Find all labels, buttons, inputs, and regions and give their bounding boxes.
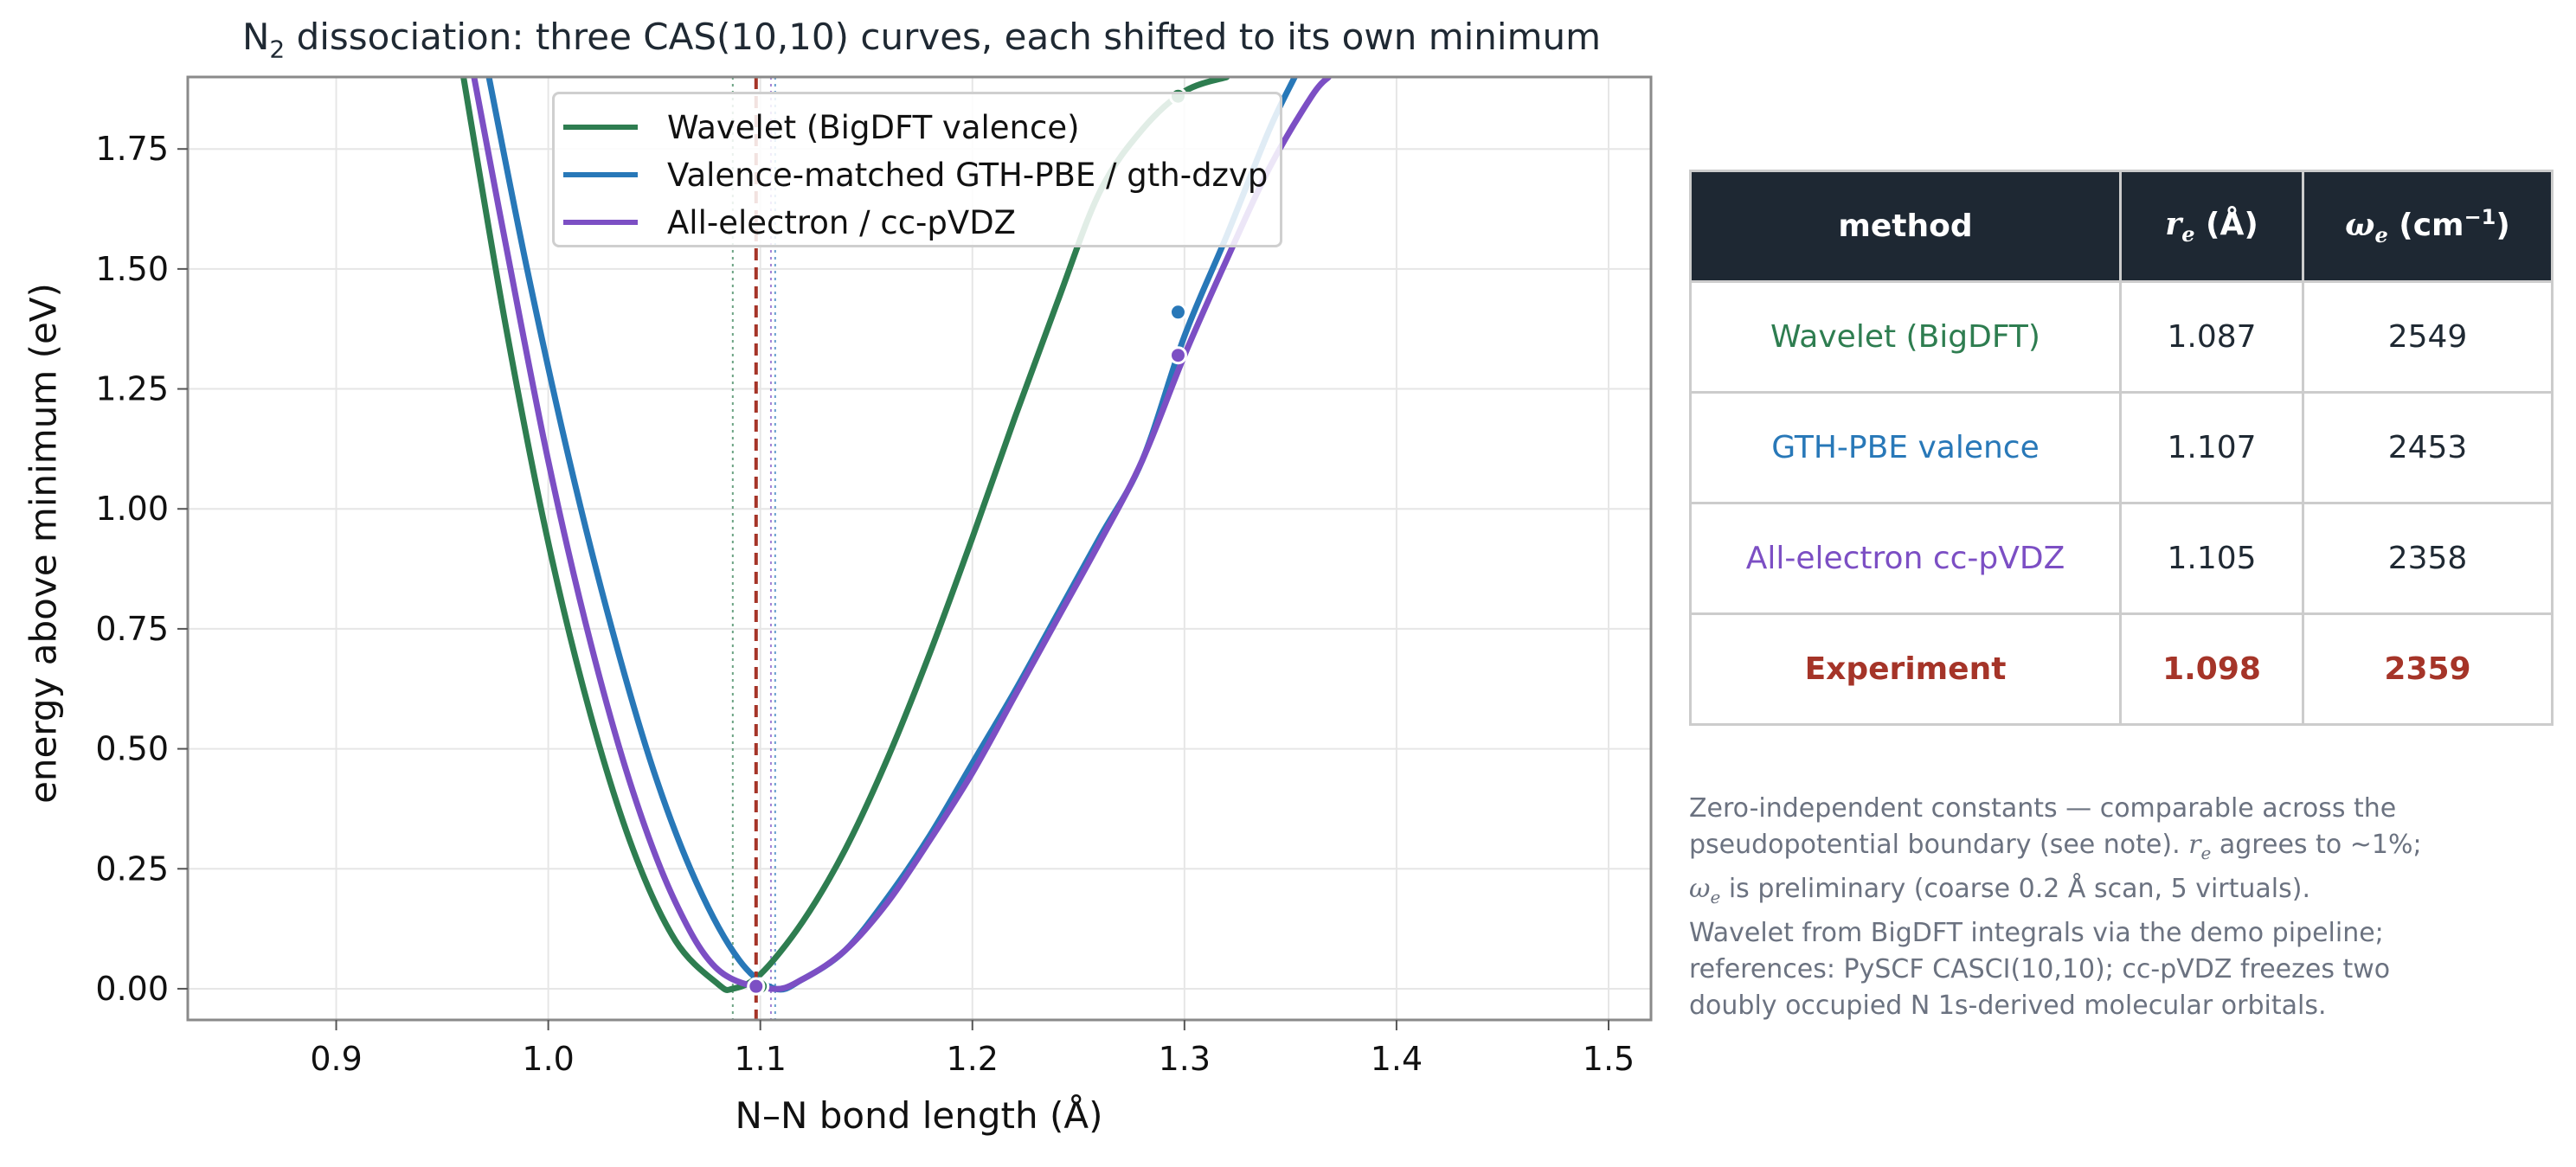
y-tick-label: 0.00 [95, 970, 169, 1008]
y-tick-label: 0.50 [95, 730, 169, 768]
x-tick-label: 1.0 [522, 1040, 574, 1078]
re-cell: 1.098 [2119, 612, 2304, 726]
x-tick-label: 1.1 [734, 1040, 786, 1078]
ticks: 0.9 1.0 1.1 1.2 1.3 1.4 1.5 0.00 0.25 0.50 0.75 1.0… [95, 130, 1635, 1078]
footnote-line: Wavelet from BigDFT integrals via the de… [1689, 918, 2384, 948]
y-axis-label: energy above minimum (eV) [22, 283, 65, 804]
method-cell: All-electron cc-pVDZ [1689, 502, 2122, 615]
method-cell: Experiment [1689, 612, 2122, 726]
legend-swatch-wavelet [563, 125, 638, 130]
y-tick-label: 0.25 [95, 850, 169, 888]
footnote-line: ωe is preliminary (coarse 0.2 Å scan, 5 … [1689, 874, 2310, 907]
x-tick-label: 1.2 [947, 1040, 999, 1078]
x-axis-label: N–N bond length (Å) [735, 1094, 1103, 1137]
y-tick-label: 0.75 [95, 610, 169, 648]
header-we: ωe (cm−1) [2302, 170, 2554, 283]
footnote-line: doubly occupied N 1s-derived molecular o… [1689, 991, 2327, 1021]
method-cell: Wavelet (BigDFT) [1689, 280, 2122, 394]
legend: Wavelet (BigDFT valence) Valence-matched… [552, 92, 1282, 247]
re-cell: 1.087 [2119, 280, 2304, 394]
chart-title: N2 dissociation: three CAS(10,10) curves… [241, 16, 1602, 64]
table-row: Wavelet (BigDFT) 1.087 2549 [1689, 280, 2554, 394]
legend-swatch-gth [563, 172, 638, 177]
data-point-marker [747, 977, 766, 996]
y-tick-label: 1.50 [95, 250, 169, 288]
grid [188, 77, 1651, 1020]
method-cell: GTH-PBE valence [1689, 391, 2122, 504]
results-table: method re (Å) ωe (cm−1) Wavelet (BigDFT)… [1689, 170, 2554, 726]
data-point-marker [1168, 303, 1187, 322]
we-cell: 2453 [2302, 391, 2554, 504]
x-tick-label: 1.3 [1159, 1040, 1211, 1078]
series-line-0 [460, 77, 1230, 993]
series-layer [460, 77, 1332, 993]
table-row-experiment: Experiment 1.098 2359 [1689, 612, 2554, 726]
series-line-2 [471, 77, 1332, 992]
table-header-row: method re (Å) ωe (cm−1) [1689, 170, 2554, 283]
legend-item-gth: Valence-matched GTH-PBE / gth-dzvp [555, 153, 1268, 196]
header-re: re (Å) [2119, 170, 2304, 283]
legend-item-wavelet: Wavelet (BigDFT valence) [555, 106, 1080, 149]
re-cell: 1.107 [2119, 391, 2304, 504]
y-tick-label: 1.25 [95, 370, 169, 408]
y-tick-label: 1.75 [95, 130, 169, 168]
legend-label-wavelet: Wavelet (BigDFT valence) [667, 108, 1080, 146]
we-cell: 2549 [2302, 280, 2554, 394]
we-cell: 2359 [2302, 612, 2554, 726]
header-method: method [1689, 170, 2122, 283]
legend-swatch-allelectron [563, 220, 638, 225]
x-tick-label: 1.4 [1371, 1040, 1423, 1078]
y-tick-label: 1.00 [95, 490, 169, 528]
footnote-line: pseudopotential boundary (see note). re … [1689, 830, 2422, 863]
x-tick-label: 0.9 [310, 1040, 362, 1078]
legend-label-allelectron: All-electron / cc-pVDZ [667, 203, 1017, 241]
footnote: Zero-independent constants — comparable … [1689, 791, 2554, 1024]
footnote-line: Zero-independent constants — comparable … [1689, 793, 2397, 824]
table-row: GTH-PBE valence 1.107 2453 [1689, 391, 2554, 504]
legend-item-allelectron: All-electron / cc-pVDZ [555, 201, 1016, 244]
re-cell: 1.105 [2119, 502, 2304, 615]
minimum-lines [731, 77, 776, 1020]
x-tick-label: 1.5 [1583, 1040, 1635, 1078]
footnote-line: references: PySCF CASCI(10,10); cc-pVDZ … [1689, 954, 2391, 984]
we-cell: 2358 [2302, 502, 2554, 615]
plot-frame [186, 75, 1653, 1022]
data-point-marker [1168, 346, 1187, 365]
legend-label-gth: Valence-matched GTH-PBE / gth-dzvp [667, 156, 1269, 194]
table-row: All-electron cc-pVDZ 1.105 2358 [1689, 502, 2554, 615]
